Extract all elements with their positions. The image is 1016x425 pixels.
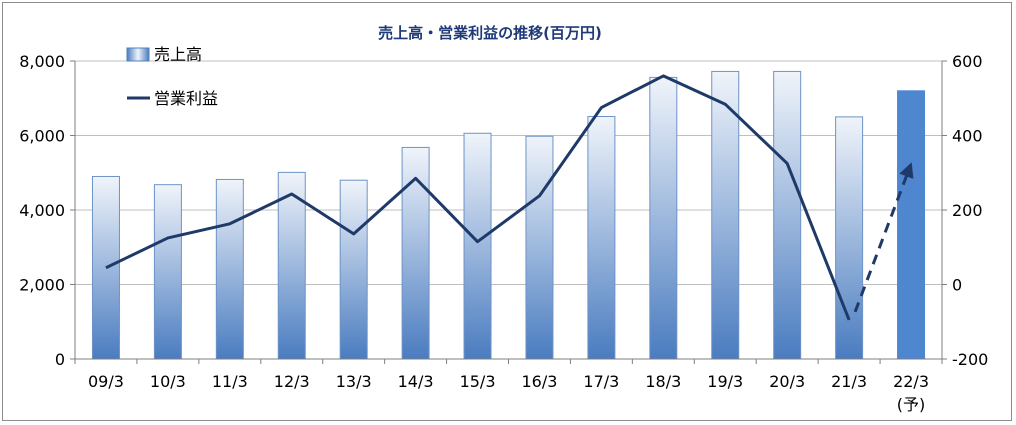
right-axis-ticks: -200 0 200 400 600 bbox=[942, 52, 988, 369]
legend: 売上高 営業利益 bbox=[126, 45, 218, 108]
x-axis-tick-label: 22/3 bbox=[893, 372, 929, 391]
left-axis-tick-label: 0 bbox=[55, 350, 65, 369]
x-axis-tick-label: 14/3 bbox=[398, 372, 434, 391]
bar-sales bbox=[339, 179, 368, 360]
bars bbox=[91, 70, 926, 360]
left-axis-tick-label: 4,000 bbox=[19, 201, 65, 220]
legend-label-profit: 営業利益 bbox=[154, 89, 218, 108]
line-profit bbox=[105, 74, 851, 321]
x-axis-tick-label: 16/3 bbox=[521, 372, 557, 391]
left-axis-ticks: 0 2,000 4,000 6,000 8,000 bbox=[19, 52, 75, 369]
right-axis-tick-label: 400 bbox=[952, 127, 983, 146]
bar-sales bbox=[835, 116, 864, 360]
x-axis-tick-label: 15/3 bbox=[460, 372, 496, 391]
right-axis-tick-label: 0 bbox=[952, 276, 962, 295]
line-profit-forecast-arrow bbox=[853, 162, 914, 313]
legend-label-sales: 売上高 bbox=[154, 45, 202, 64]
x-axis-tick-label: 12/3 bbox=[274, 372, 310, 391]
legend-swatch-sales bbox=[126, 47, 150, 62]
x-axis-tick-label: 21/3 bbox=[831, 372, 867, 391]
x-axis-forecast-label: (予) bbox=[897, 395, 926, 414]
left-axis-tick-label: 8,000 bbox=[19, 52, 65, 71]
right-axis-tick-label: 600 bbox=[952, 52, 983, 71]
x-axis-tick-label: 17/3 bbox=[583, 372, 619, 391]
bar-sales bbox=[773, 70, 802, 360]
bar-sales bbox=[401, 146, 430, 360]
x-axis-tick-label: 19/3 bbox=[707, 372, 743, 391]
x-axis-ticks: 09/3 10/3 11/3 12/3 13/3 14/3 15/3 16/3 17/3 18/3… bbox=[88, 372, 929, 414]
right-axis-tick-label: 200 bbox=[952, 201, 983, 220]
bar-sales bbox=[649, 76, 678, 360]
bar-sales bbox=[525, 135, 554, 360]
bar-sales bbox=[277, 171, 306, 360]
x-axis-tick-label: 11/3 bbox=[212, 372, 248, 391]
left-axis-tick-label: 2,000 bbox=[19, 276, 65, 295]
line-series bbox=[105, 74, 914, 321]
bar-sales bbox=[153, 184, 182, 360]
right-axis-tick-label: -200 bbox=[952, 350, 988, 369]
x-axis-tick-label: 18/3 bbox=[645, 372, 681, 391]
left-axis-tick-label: 6,000 bbox=[19, 127, 65, 146]
x-axis-tick-label: 20/3 bbox=[769, 372, 805, 391]
bar-sales bbox=[711, 70, 740, 360]
chart-title: 売上高・営業利益の推移(百万円) bbox=[378, 24, 602, 42]
bar-sales bbox=[463, 132, 492, 360]
x-axis-tick-label: 10/3 bbox=[150, 372, 186, 391]
bar-sales bbox=[215, 178, 244, 360]
x-axis-tick-label: 09/3 bbox=[88, 372, 124, 391]
bar-sales-forecast bbox=[897, 90, 926, 360]
x-axis-tick-label: 13/3 bbox=[336, 372, 372, 391]
bar-sales bbox=[587, 116, 616, 360]
